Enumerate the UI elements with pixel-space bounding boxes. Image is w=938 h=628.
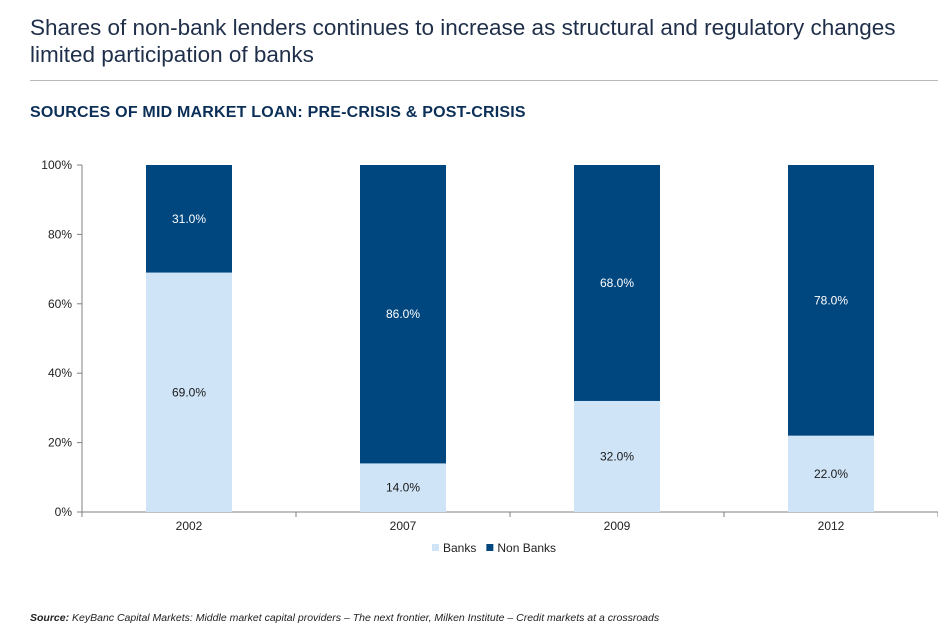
bar-segment-banks-2012 xyxy=(788,435,874,512)
x-tick-label-2009: 2009 xyxy=(604,519,631,533)
source-footnote: Source: KeyBanc Capital Markets: Middle … xyxy=(30,612,659,624)
source-label: Source: xyxy=(30,612,70,624)
legend-swatch-non-banks xyxy=(486,544,494,551)
chart-title: SOURCES OF MID MARKET LOAN: PRE-CRISIS &… xyxy=(30,104,526,121)
x-tick-label-2012: 2012 xyxy=(818,519,845,533)
bar-group: 69.0% 31.0% 14.0% 86.0% 32.0% 68.0% 22.0% 78.0% xyxy=(146,165,874,512)
data-label-non-banks-2007: 86.0% xyxy=(386,307,420,321)
data-label-banks-2002: 69.0% xyxy=(172,385,206,399)
x-tick-label-2007: 2007 xyxy=(390,519,417,533)
y-tick-label: 100% xyxy=(41,158,72,172)
legend: Banks Non Banks xyxy=(432,541,556,555)
bar-segment-banks-2002 xyxy=(146,272,232,512)
legend-label-banks: Banks xyxy=(443,541,476,555)
y-tick-label: 0% xyxy=(55,505,73,519)
bar-segment-non-banks-2002 xyxy=(146,165,232,273)
y-axis: 0% 20% 40% 60% 80% 100% xyxy=(41,158,83,519)
y-tick-label: 80% xyxy=(48,227,72,241)
page-headline: Shares of non-bank lenders continues to … xyxy=(30,15,896,67)
source-text: KeyBanc Capital Markets: Middle market c… xyxy=(69,612,660,624)
data-label-banks-2012: 22.0% xyxy=(814,467,848,481)
headline-divider xyxy=(30,80,938,81)
x-axis: 2002 2007 2009 2012 xyxy=(81,511,938,533)
y-tick-label: 20% xyxy=(48,436,72,450)
y-tick-label: 40% xyxy=(48,366,72,380)
bar-segment-banks-2007 xyxy=(360,463,446,512)
legend-swatch-banks xyxy=(432,544,439,551)
stacked-bar-chart: 0% 20% 40% 60% 80% 100% 2002 2007 2009 2012 69.0… xyxy=(41,158,938,555)
data-label-banks-2009: 32.0% xyxy=(600,449,634,463)
bar-segment-non-banks-2009 xyxy=(574,165,660,401)
data-label-non-banks-2009: 68.0% xyxy=(600,276,634,290)
x-tick-label-2002: 2002 xyxy=(176,519,203,533)
data-label-non-banks-2002: 31.0% xyxy=(172,212,206,226)
bar-segment-banks-2009 xyxy=(574,400,660,512)
data-label-banks-2007: 14.0% xyxy=(386,481,420,495)
bar-segment-non-banks-2012 xyxy=(788,165,874,436)
legend-label-non-banks: Non Banks xyxy=(497,541,556,555)
y-tick-label: 60% xyxy=(48,297,72,311)
bar-segment-non-banks-2007 xyxy=(360,165,446,464)
data-label-non-banks-2012: 78.0% xyxy=(814,293,848,307)
